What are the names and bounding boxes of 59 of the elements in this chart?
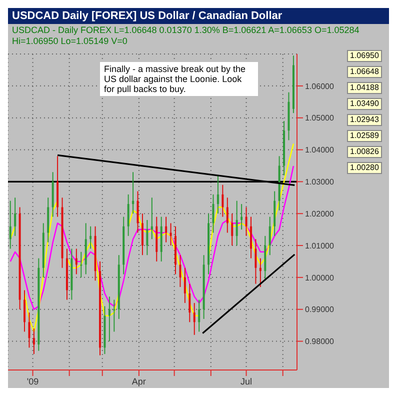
text: 1.06648	[347, 66, 382, 78]
y-tick-label: 0.98000	[305, 337, 334, 346]
candlestick	[150, 197, 153, 240]
y-tick-label: 1.06000	[305, 82, 334, 91]
candlestick	[32, 328, 35, 355]
candlestick	[184, 267, 186, 304]
candlestick	[268, 216, 271, 256]
candlestick	[14, 197, 16, 236]
candlestick	[165, 216, 168, 243]
y-tick-label: 1.05000	[305, 114, 334, 123]
candlestick	[24, 290, 26, 332]
text: 1.03490	[347, 98, 382, 110]
text: 1.00826	[347, 146, 382, 158]
candlestick	[113, 299, 116, 332]
x-tick-label: Apr	[132, 376, 146, 386]
candlestick	[136, 190, 139, 234]
text: 1.02943	[347, 114, 382, 126]
chart-title: USDCAD Daily [FOREX] US Dollar / Canadian Dollar	[8, 8, 389, 24]
candlestick	[198, 299, 200, 332]
y-tick-label: 1.03000	[305, 178, 334, 187]
x-tick-label: '09	[26, 376, 39, 386]
candlestick	[132, 172, 134, 214]
text: 1.00280	[347, 162, 382, 174]
line-series	[10, 165, 294, 310]
text: 1.04188	[347, 82, 382, 94]
y-tick-label: 1.04000	[305, 146, 334, 155]
candlestick	[90, 226, 92, 250]
candlestick	[254, 238, 257, 284]
candlestick	[179, 254, 182, 288]
annotation: Finally - a massive break out by the US dollar against the Loonie. Look for pull backs to buy.	[100, 62, 258, 96]
y-tick-label: 0.99000	[305, 305, 334, 314]
candlestick	[28, 312, 30, 348]
candlestick	[127, 194, 130, 236]
candlestick	[259, 258, 262, 288]
y-tick-label: 1.02000	[305, 209, 334, 218]
candlestick	[250, 216, 252, 259]
candlestick	[108, 296, 110, 342]
text: 1.06950	[347, 50, 382, 62]
candlestick	[9, 200, 12, 250]
candlestick	[236, 200, 238, 246]
text: 1.02589	[347, 130, 382, 142]
candlestick	[141, 213, 144, 256]
candlestick	[226, 197, 228, 234]
y-tick-label: 1.00000	[305, 273, 334, 282]
candlestick	[212, 194, 214, 234]
chart-subtitle: USDCAD - Daily FOREX L=1.06648 0.01370 1.30% B=1.06621 A=1.06653 O=1.05284 Hi=1.06950 Lo=1.05149 V=0	[11, 24, 360, 48]
y-tick-label: 1.01000	[305, 241, 334, 250]
candlestick	[80, 251, 82, 278]
candlestick	[216, 174, 219, 214]
candlestick	[240, 204, 243, 230]
candlestick	[245, 206, 248, 236]
candlestick	[188, 283, 191, 323]
x-tick-label: Jul	[240, 376, 252, 386]
candlestick	[146, 219, 148, 256]
candlestick	[222, 184, 224, 218]
candlestick	[231, 213, 234, 246]
candlestick	[193, 302, 196, 336]
candlestick	[170, 222, 172, 246]
candlestick	[75, 248, 78, 275]
